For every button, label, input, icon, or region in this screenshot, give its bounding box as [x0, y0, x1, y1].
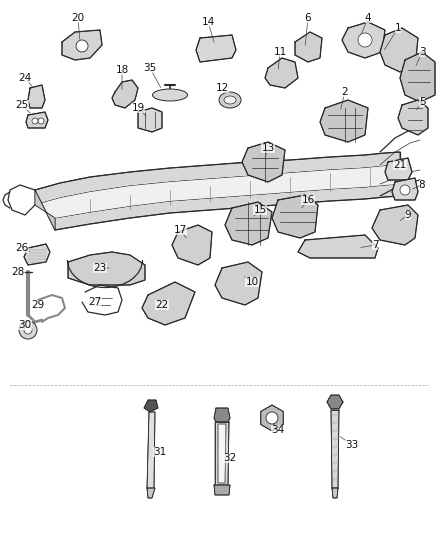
- Text: 11: 11: [273, 47, 286, 57]
- Polygon shape: [26, 112, 48, 128]
- Text: 17: 17: [173, 225, 187, 235]
- Circle shape: [24, 326, 32, 334]
- Polygon shape: [272, 195, 318, 238]
- Polygon shape: [392, 178, 418, 200]
- Text: 21: 21: [393, 160, 406, 170]
- Polygon shape: [147, 488, 155, 498]
- Text: 35: 35: [143, 63, 157, 73]
- Ellipse shape: [152, 89, 187, 101]
- Text: 2: 2: [342, 87, 348, 97]
- Polygon shape: [380, 28, 418, 72]
- Text: 18: 18: [115, 65, 129, 75]
- Polygon shape: [196, 35, 236, 62]
- Polygon shape: [144, 400, 158, 412]
- Polygon shape: [298, 235, 378, 258]
- Polygon shape: [261, 405, 283, 431]
- Polygon shape: [385, 158, 412, 180]
- Text: 28: 28: [11, 267, 25, 277]
- Polygon shape: [320, 100, 368, 142]
- Text: 22: 22: [155, 300, 169, 310]
- Circle shape: [38, 118, 44, 124]
- Polygon shape: [327, 395, 343, 409]
- Text: 12: 12: [215, 83, 229, 93]
- Text: 31: 31: [153, 447, 166, 457]
- Polygon shape: [331, 410, 339, 488]
- Text: 24: 24: [18, 73, 32, 83]
- Text: 5: 5: [419, 97, 425, 107]
- Polygon shape: [295, 32, 322, 62]
- Polygon shape: [172, 225, 212, 265]
- Text: 25: 25: [15, 100, 28, 110]
- Text: 1: 1: [395, 23, 401, 33]
- Polygon shape: [215, 262, 262, 305]
- Text: 29: 29: [32, 300, 45, 310]
- Polygon shape: [215, 422, 229, 485]
- Polygon shape: [400, 52, 435, 102]
- Circle shape: [19, 321, 37, 339]
- Polygon shape: [147, 412, 155, 492]
- Polygon shape: [35, 165, 400, 218]
- Circle shape: [32, 118, 38, 124]
- Text: 23: 23: [93, 263, 106, 273]
- Text: 7: 7: [372, 240, 378, 250]
- Text: 27: 27: [88, 297, 102, 307]
- Polygon shape: [138, 108, 162, 132]
- Polygon shape: [214, 485, 230, 495]
- Polygon shape: [332, 488, 338, 498]
- Polygon shape: [372, 205, 418, 245]
- Text: 10: 10: [245, 277, 258, 287]
- Text: 16: 16: [301, 195, 314, 205]
- Text: 13: 13: [261, 143, 275, 153]
- Ellipse shape: [219, 92, 241, 108]
- Polygon shape: [265, 58, 298, 88]
- Polygon shape: [214, 408, 230, 422]
- Text: 4: 4: [365, 13, 371, 23]
- Polygon shape: [55, 184, 400, 230]
- Text: 15: 15: [253, 205, 267, 215]
- Polygon shape: [142, 282, 195, 325]
- Text: 20: 20: [71, 13, 85, 23]
- Text: 33: 33: [346, 440, 359, 450]
- Polygon shape: [225, 202, 272, 245]
- Text: 9: 9: [405, 210, 411, 220]
- Text: 30: 30: [18, 320, 32, 330]
- Circle shape: [358, 33, 372, 47]
- Text: 32: 32: [223, 453, 237, 463]
- Polygon shape: [24, 244, 50, 265]
- Polygon shape: [218, 424, 226, 483]
- Polygon shape: [35, 190, 55, 230]
- Polygon shape: [68, 252, 145, 285]
- Text: 14: 14: [201, 17, 215, 27]
- Polygon shape: [28, 85, 45, 108]
- Polygon shape: [112, 80, 138, 108]
- Circle shape: [266, 412, 278, 424]
- Text: 19: 19: [131, 103, 145, 113]
- Circle shape: [76, 40, 88, 52]
- Text: 8: 8: [419, 180, 425, 190]
- Circle shape: [400, 185, 410, 195]
- Ellipse shape: [224, 96, 236, 104]
- Polygon shape: [398, 100, 428, 135]
- Text: 6: 6: [305, 13, 311, 23]
- Polygon shape: [62, 30, 102, 60]
- Text: 34: 34: [272, 425, 285, 435]
- Polygon shape: [342, 22, 385, 58]
- Text: 26: 26: [15, 243, 28, 253]
- Polygon shape: [35, 152, 400, 205]
- Polygon shape: [242, 142, 285, 182]
- Text: 3: 3: [419, 47, 425, 57]
